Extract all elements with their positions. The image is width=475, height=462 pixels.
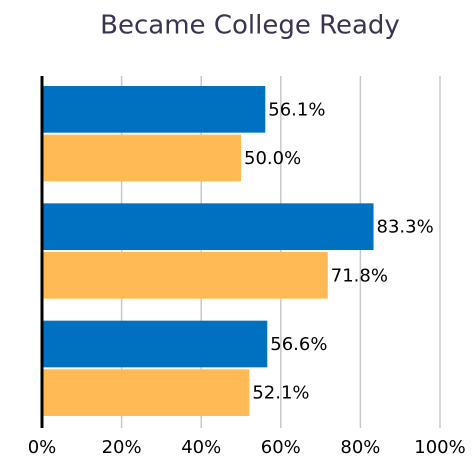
chart-title: Became College Ready [100, 11, 400, 41]
bar [42, 134, 241, 182]
bar [42, 369, 250, 416]
bar [42, 86, 266, 133]
value-label: 52.1% [252, 383, 309, 404]
value-label: 56.1% [268, 99, 325, 120]
bar [42, 320, 268, 368]
bar [42, 203, 374, 250]
x-tick-label: 80% [340, 437, 380, 458]
x-tick-label: 100% [414, 437, 465, 458]
x-tick-label: 0% [28, 437, 57, 458]
bar [42, 252, 328, 299]
x-tick-label: 20% [102, 437, 142, 458]
value-label: 50.0% [244, 148, 301, 169]
value-label: 71.8% [331, 265, 388, 286]
x-tick-label: 40% [181, 437, 221, 458]
x-tick-label: 60% [261, 437, 301, 458]
value-label: 56.6% [270, 334, 327, 355]
value-label: 83.3% [377, 217, 434, 238]
